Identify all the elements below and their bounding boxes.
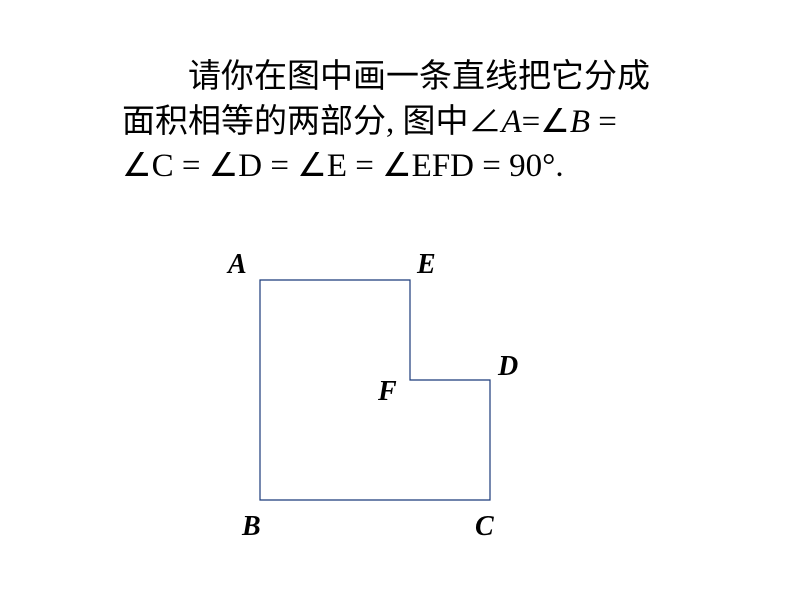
text-segment: 请你在图中画一条直线把它分成 [188, 59, 650, 95]
text-line-3: ∠C = ∠D = ∠E = ∠EFD = 90°. [122, 144, 722, 189]
text-segment: =∠ [522, 104, 570, 140]
label-A: A [226, 249, 247, 280]
text-segment: ∠C = ∠D = ∠E = ∠EFD = 90°. [122, 148, 564, 184]
text-segment: 面积相等的两部分, 图中∠ [122, 104, 502, 140]
label-C: C [475, 511, 494, 542]
diagram-svg: A E F D C B [210, 235, 550, 565]
l-shape-polygon [260, 280, 490, 500]
var-B: B [570, 104, 590, 140]
text-line-1: 请你在图中画一条直线把它分成 [122, 55, 722, 100]
text-line-2: 面积相等的两部分, 图中∠A=∠B = [122, 100, 722, 145]
problem-text: 请你在图中画一条直线把它分成 面积相等的两部分, 图中∠A=∠B = ∠C = … [122, 55, 722, 189]
geometry-diagram: A E F D C B [210, 235, 550, 565]
text-segment: = [590, 104, 617, 140]
label-E: E [416, 249, 436, 280]
label-F: F [377, 376, 397, 407]
var-A: A [502, 104, 522, 140]
label-D: D [497, 351, 518, 382]
label-B: B [241, 511, 261, 542]
